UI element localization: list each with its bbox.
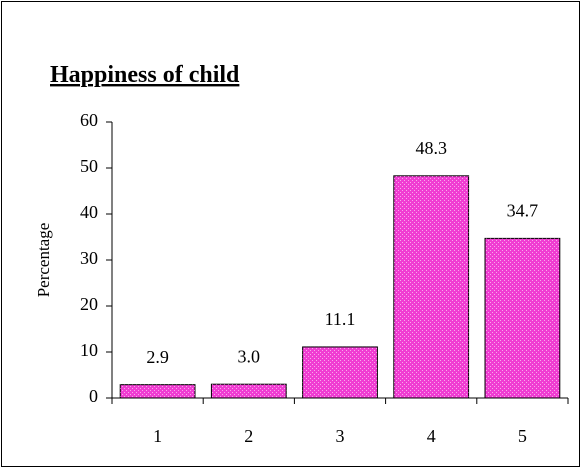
y-axis-label: Percentage xyxy=(34,223,53,298)
x-tick-label: 4 xyxy=(427,426,436,446)
value-label: 11.1 xyxy=(325,309,356,329)
x-tick-label: 3 xyxy=(336,426,345,446)
bar-texture xyxy=(120,384,195,398)
x-tick-label: 5 xyxy=(518,426,527,446)
y-tick-label: 20 xyxy=(80,294,98,314)
y-tick-label: 0 xyxy=(89,386,98,406)
value-label: 2.9 xyxy=(146,347,169,367)
chart-title: Happiness of child xyxy=(50,62,240,88)
y-tick-label: 40 xyxy=(80,202,98,222)
value-label: 34.7 xyxy=(507,201,539,221)
x-tick-label: 2 xyxy=(244,426,253,446)
bar-texture xyxy=(302,346,378,398)
y-tick-label: 50 xyxy=(80,156,98,176)
y-tick-label: 30 xyxy=(80,248,98,268)
y-tick-label: 60 xyxy=(80,110,98,130)
bar-texture xyxy=(393,175,469,398)
bar-texture xyxy=(485,238,560,398)
value-label: 3.0 xyxy=(238,346,261,366)
value-label: 48.3 xyxy=(415,138,447,158)
x-tick-label: 1 xyxy=(153,426,162,446)
y-tick-label: 10 xyxy=(80,340,98,360)
bar-texture xyxy=(211,384,287,398)
